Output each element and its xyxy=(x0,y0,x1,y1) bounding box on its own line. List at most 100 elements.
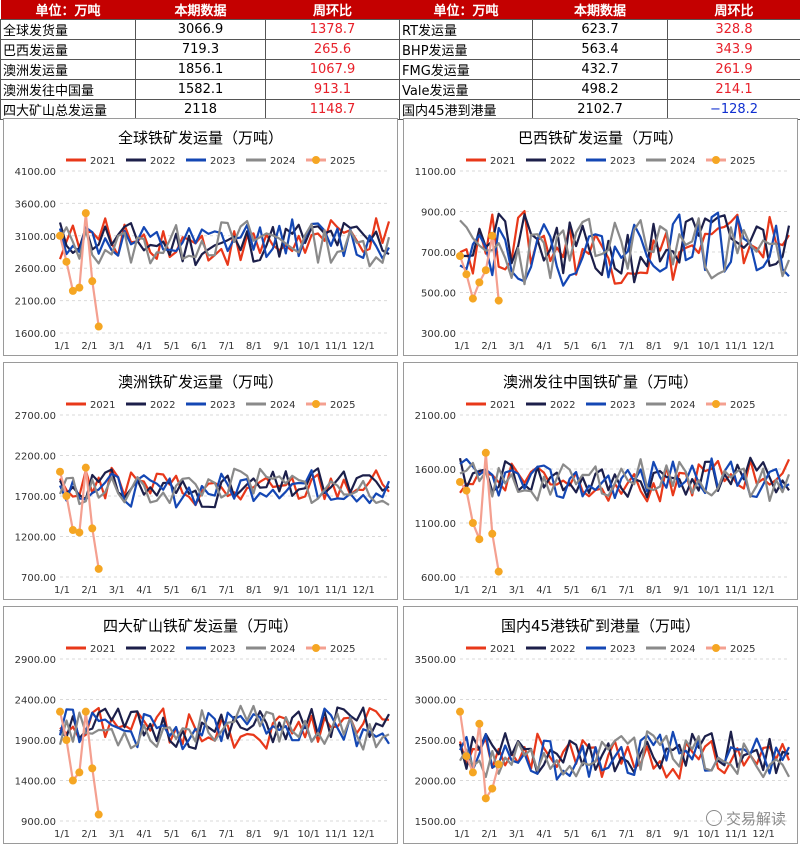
chart-panel-global: 全球铁矿发运量（万吨） 2021 2022 2023 2024 2025 4100.00 36… xyxy=(3,118,398,356)
y-tick-label: 900.00 xyxy=(21,817,56,828)
x-tick-label: 8/1 xyxy=(246,341,262,352)
x-tick-label: 5/1 xyxy=(564,585,580,596)
series-point-2025 xyxy=(94,564,103,573)
y-tick-label: 2100.00 xyxy=(415,411,456,422)
series-point-2025 xyxy=(494,760,503,769)
header-cell: 单位：万吨 xyxy=(399,0,533,20)
header-cell: 本期数据 xyxy=(135,0,266,20)
x-tick-label: 6/1 xyxy=(591,341,607,352)
y-tick-label: 2500.00 xyxy=(415,736,456,747)
x-tick-label: 1/1 xyxy=(454,585,470,596)
series-point-2025 xyxy=(94,322,103,331)
series-point-2025 xyxy=(56,231,64,240)
series-point-2025 xyxy=(68,286,77,295)
week-change: 1378.7 xyxy=(265,19,400,40)
x-tick-label: 11/1 xyxy=(725,585,747,596)
chart-australia-shipments: 澳洲铁矿发运量（万吨）2021 2022 2023 2024 2025 2700.00 22… xyxy=(15,373,391,596)
watermark-icon xyxy=(705,810,722,826)
legend-label-2022: 2022 xyxy=(150,400,175,411)
legend-label-2023: 2023 xyxy=(210,644,235,655)
series-point-2025 xyxy=(481,448,490,457)
legend-label-2024: 2024 xyxy=(270,644,295,655)
x-tick-label: 7/1 xyxy=(618,341,634,352)
x-tick-label: 12/1 xyxy=(352,341,374,352)
summary-row: 澳洲发运量 1856.1 1067.9 FMG发运量 432.7 261.9 xyxy=(0,59,800,80)
current-value: 1856.1 xyxy=(135,59,266,80)
chart-australia-to-china: 澳洲发往中国铁矿量（万吨） 2021 2022 2023 2024 2025 2100.00… xyxy=(415,373,791,596)
y-tick-label: 1600.00 xyxy=(15,329,56,340)
legend-label-2023: 2023 xyxy=(610,400,635,411)
x-tick-label: 2/1 xyxy=(481,585,497,596)
y-tick-label: 1600.00 xyxy=(415,465,456,476)
current-value: 563.4 xyxy=(532,39,668,60)
y-tick-label: 1900.00 xyxy=(15,736,56,747)
legend-label-2022: 2022 xyxy=(150,644,175,655)
series-point-2025 xyxy=(475,535,484,544)
legend-label-2023: 2023 xyxy=(210,400,235,411)
y-tick-label: 2100.00 xyxy=(15,297,56,308)
chart-title: 澳洲铁矿发运量（万吨） xyxy=(118,373,283,391)
series-point-2025 xyxy=(81,463,90,472)
watermark: 交易解读 xyxy=(705,808,786,829)
week-change: 261.9 xyxy=(667,59,800,80)
row-label: 澳洲发运量 xyxy=(0,59,136,80)
x-tick-label: 11/1 xyxy=(325,585,347,596)
week-change: 214.1 xyxy=(667,79,800,100)
x-tick-label: 4/1 xyxy=(536,341,552,352)
x-tick-label: 11/1 xyxy=(725,341,747,352)
series-point-2025 xyxy=(494,567,503,576)
series-point-2025 xyxy=(62,736,71,744)
y-tick-label: 1200.00 xyxy=(15,533,56,544)
series-line-2023 xyxy=(58,469,391,509)
row-label: Vale发运量 xyxy=(399,79,533,100)
x-tick-label: 3/1 xyxy=(109,829,125,840)
series-point-2025 xyxy=(488,231,497,240)
series-point-2025 xyxy=(75,768,84,777)
x-tick-label: 12/1 xyxy=(352,829,374,840)
chart-panel-port-arrivals: 国内45港铁矿到港量（万吨） 2021 2022 2023 2024 2025 3500.0… xyxy=(403,606,798,844)
chart-brazil-shipments: 巴西铁矿发运量（万吨）2021 2022 2023 2024 2025 1100.00 90… xyxy=(415,129,791,352)
y-tick-label: 2200.00 xyxy=(15,452,56,463)
x-tick-label: 2/1 xyxy=(481,341,497,352)
series-point-2025 xyxy=(81,209,90,218)
x-tick-label: 4/1 xyxy=(136,341,152,352)
series-point-2025 xyxy=(494,296,503,305)
x-tick-label: 1/1 xyxy=(54,829,70,840)
x-tick-label: 1/1 xyxy=(54,341,70,352)
week-change: 328.8 xyxy=(667,19,800,40)
current-value: 2118 xyxy=(135,99,266,120)
y-tick-label: 1400.00 xyxy=(15,777,56,788)
y-tick-label: 2600.00 xyxy=(15,264,56,275)
chart-title: 国内45港铁矿到港量（万吨） xyxy=(501,617,700,635)
legend-marker-2025 xyxy=(312,644,320,652)
x-tick-label: 2/1 xyxy=(481,829,497,840)
y-tick-label: 700.00 xyxy=(21,573,56,584)
legend-label-2022: 2022 xyxy=(550,644,575,655)
x-tick-label: 1/1 xyxy=(454,829,470,840)
row-label: 四大矿山总发运量 xyxy=(0,99,136,120)
x-tick-label: 9/1 xyxy=(273,829,289,840)
row-label: 全球发货量 xyxy=(0,19,136,40)
x-tick-label: 9/1 xyxy=(273,341,289,352)
legend-marker-2025 xyxy=(312,156,320,164)
x-tick-label: 5/1 xyxy=(164,585,180,596)
header-cell: 单位：万吨 xyxy=(0,0,136,20)
current-value: 1582.1 xyxy=(135,79,266,100)
series-point-2025 xyxy=(94,810,103,819)
legend-label-2024: 2024 xyxy=(670,156,695,167)
x-tick-label: 4/1 xyxy=(536,585,552,596)
series-line-2021 xyxy=(459,458,790,503)
series-point-2025 xyxy=(468,294,477,303)
series-point-2025 xyxy=(488,529,497,538)
x-tick-label: 12/1 xyxy=(752,585,774,596)
chart-panel-four-majors: 四大矿山铁矿发运量（万吨） 2021 2022 2023 2024 2025 2900.00… xyxy=(3,606,398,844)
legend-label-2025: 2025 xyxy=(730,156,755,167)
x-tick-label: 8/1 xyxy=(646,585,662,596)
series-point-2025 xyxy=(456,707,464,716)
legend-label-2021: 2021 xyxy=(490,156,515,167)
series-point-2025 xyxy=(56,707,64,716)
series-line-2024 xyxy=(459,730,790,779)
series-point-2025 xyxy=(56,467,64,476)
x-tick-label: 10/1 xyxy=(298,829,320,840)
series-line-2023 xyxy=(58,218,390,260)
